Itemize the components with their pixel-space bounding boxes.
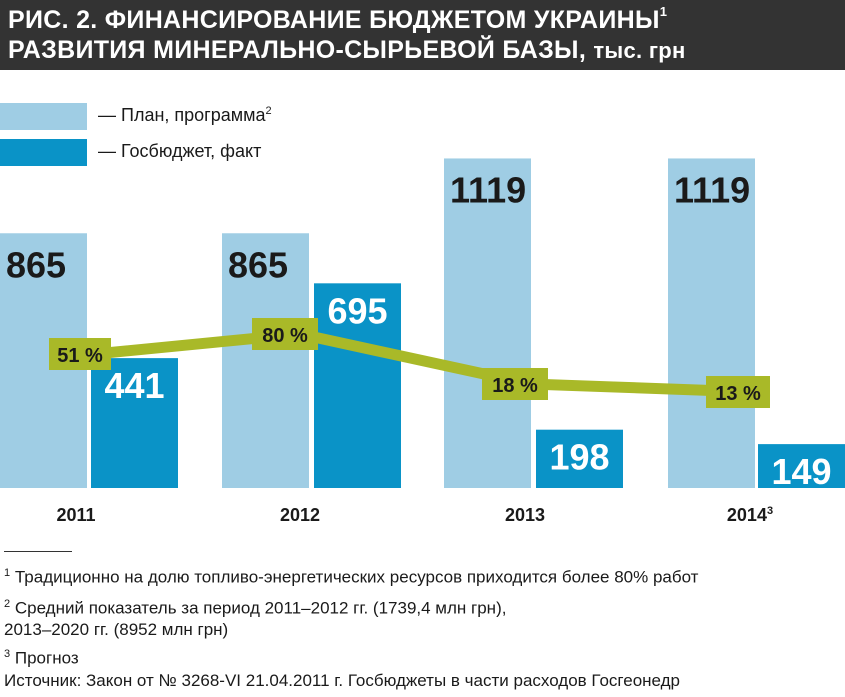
footnote-1-text: Традиционно на долю топливо-энергетическ…: [14, 567, 699, 587]
x-tick-label-2013: 2013: [505, 505, 545, 525]
chart-title-line1: РИС. 2. ФИНАНСИРОВАНИЕ БЮДЖЕТОМ УКРАИНЫ1: [8, 4, 668, 35]
value-label-plan-2014: 1119: [674, 169, 750, 210]
footnote-1: 1 Традиционно на долю топливо-энергетиче…: [4, 563, 698, 588]
footnote-3-mark: 3: [4, 648, 11, 660]
footnote-1-mark: 1: [4, 567, 11, 579]
bar-fact-2012: [314, 283, 401, 488]
legend-swatch-plan: [0, 103, 87, 130]
title-text-2: РАЗВИТИЯ МИНЕРАЛЬНО-СЫРЬЕВОЙ БАЗЫ,: [8, 36, 587, 64]
footnote-3: 3 Прогноз: [4, 644, 79, 669]
ratio-label-box-2011: [49, 338, 111, 370]
bar-fact-2013: [536, 429, 623, 488]
footnote-3-text: Прогноз: [14, 648, 79, 668]
value-label-fact-2014: 149: [771, 451, 831, 492]
title-band: РИС. 2. ФИНАНСИРОВАНИЕ БЮДЖЕТОМ УКРАИНЫ1…: [0, 0, 845, 70]
chart-svg: 865 865 1119 1119 441 695 198 149 51 % 80 % 18 % 13…: [0, 158, 845, 525]
bar-plan-2014: [668, 158, 755, 488]
ratio-label-2013: 18 %: [492, 375, 538, 397]
legend-plan-sup: 2: [265, 105, 272, 117]
bar-fact-2011: [91, 358, 178, 488]
source-note: Источник: Закон от № 3268-VI 21.04.2011 …: [4, 671, 681, 690]
legend-label-fact: — Госбюджет, факт: [98, 141, 262, 161]
title-unit: тыс. грн: [593, 38, 686, 63]
value-label-fact-2012: 695: [327, 290, 387, 331]
value-label-plan-2011: 865: [6, 244, 66, 285]
ratio-label-box-2012: [252, 318, 318, 350]
x-tick-label-2014: 20143: [727, 505, 773, 525]
title-text-1: РИС. 2. ФИНАНСИРОВАНИЕ БЮДЖЕТОМ УКРАИНЫ: [8, 6, 660, 34]
legend-plan-text: — План, программа: [98, 105, 266, 125]
value-label-fact-2013: 198: [549, 437, 609, 478]
value-label-plan-2012: 865: [228, 244, 288, 285]
bar-plan-2013: [444, 158, 531, 488]
ratio-line: [94, 328, 754, 398]
ratio-label-box-2014: [706, 376, 770, 408]
x-tick-label-2011: 2011: [56, 505, 95, 525]
footnote-2: 2 Средний показатель за период 2011–2012…: [4, 594, 506, 640]
footnote-2-mark: 2: [4, 598, 11, 610]
ratio-label-2014: 13 %: [715, 383, 761, 405]
footnote-2-text-1: Средний показатель за период 2011–2012 г…: [14, 598, 507, 618]
ratio-label-2012: 80 %: [262, 325, 308, 347]
x-tick-label-2012: 2012: [280, 505, 320, 525]
value-label-plan-2013: 1119: [450, 169, 526, 210]
legend-swatch-fact: [0, 139, 87, 166]
value-label-fact-2011: 441: [104, 365, 164, 406]
ratio-label-box-2013: [482, 368, 548, 400]
bar-plan-2012: [222, 233, 309, 488]
chart-title-line2: РАЗВИТИЯ МИНЕРАЛЬНО-СЫРЬЕВОЙ БАЗЫ, тыс. …: [8, 36, 686, 65]
x-tick-footnote-mark: 3: [767, 505, 773, 517]
ratio-label-2011: 51 %: [57, 345, 103, 367]
legend-label-plan: — План, программа2: [98, 105, 272, 126]
footnote-rule: [4, 551, 72, 552]
bar-fact-2014: [758, 444, 845, 488]
footnote-2-text-2: 2013–2020 гг. (8952 млн грн): [4, 619, 229, 639]
title-footnote-mark: 1: [659, 4, 668, 19]
